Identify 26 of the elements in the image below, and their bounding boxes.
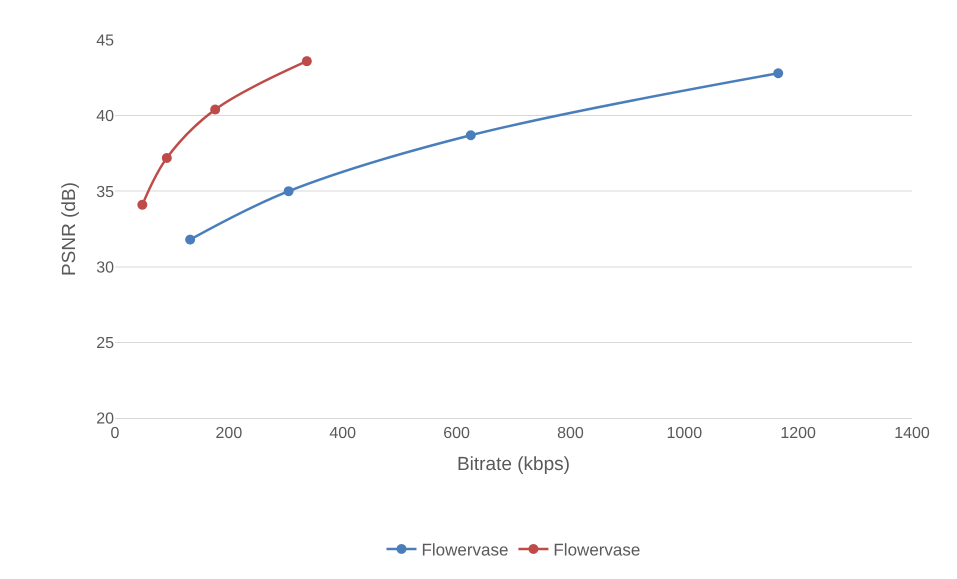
y-tick-label: 40 — [96, 108, 114, 126]
x-axis-title: Bitrate (kbps) — [457, 454, 570, 475]
point — [284, 186, 294, 196]
y-tick-label: 30 — [96, 259, 114, 276]
x-tick-label: 1400 — [894, 425, 930, 442]
x-tick-label: 1200 — [780, 425, 816, 442]
point — [185, 234, 196, 245]
x-tick-label: 0 — [110, 425, 120, 442]
legend-label: Flowervase — [422, 540, 508, 560]
point — [302, 56, 312, 66]
y-tick-label: 35 — [96, 184, 114, 201]
x-tick-label: 800 — [557, 425, 584, 442]
point — [773, 68, 784, 78]
y-tick-label: 20 — [96, 410, 114, 428]
point — [210, 104, 220, 115]
x-tick-label: 200 — [216, 425, 242, 442]
point — [162, 152, 172, 163]
point — [466, 130, 476, 140]
legend-label: Flowervase — [553, 540, 640, 560]
y-axis-title: PSNR (dB) — [59, 182, 80, 276]
x-tick-label: 1000 — [666, 425, 702, 442]
y-tick-label: 45 — [96, 32, 114, 50]
x-tick-label: 400 — [329, 425, 356, 442]
point — [137, 200, 148, 210]
x-tick-label: 600 — [443, 425, 470, 442]
y-tick-label: 25 — [96, 335, 114, 352]
